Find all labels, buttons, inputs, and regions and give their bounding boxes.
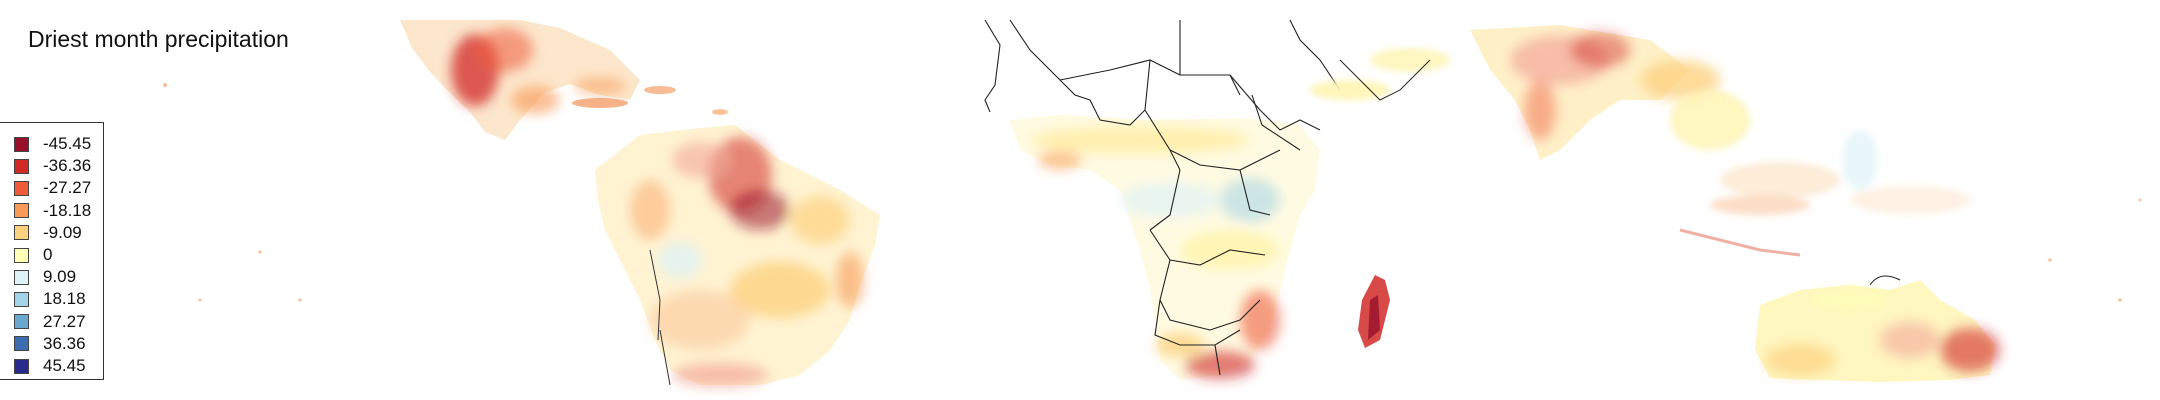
legend-label: 45.45	[43, 356, 86, 375]
legend-label: -18.18	[43, 200, 92, 220]
legend-swatch	[14, 158, 29, 174]
legend-swatch	[14, 180, 29, 196]
legend-swatch	[14, 269, 29, 285]
legend-item: -36.36	[14, 156, 91, 176]
legend-item: -45.45	[14, 134, 91, 154]
legend-swatch	[14, 358, 29, 374]
land-south-asia	[1470, 25, 1720, 160]
islands	[163, 83, 2142, 302]
legend-swatch	[14, 291, 29, 307]
legend-label: 18.18	[43, 289, 86, 309]
legend-label: -45.45	[43, 134, 92, 153]
land-south-america	[595, 125, 880, 387]
land-madagascar	[1358, 275, 1390, 348]
land-australia	[1755, 275, 2000, 382]
legend-label: -27.27	[43, 178, 92, 198]
legend-item: 18.18	[14, 289, 86, 309]
legend-swatch	[14, 336, 29, 352]
legend-item: 0	[14, 245, 52, 265]
legend-swatch	[14, 314, 29, 330]
legend-item: 9.09	[14, 267, 76, 287]
legend-label: 36.36	[43, 333, 86, 353]
legend-item: 45.45	[14, 356, 86, 376]
land-southeast-asia	[1670, 90, 1970, 257]
legend-swatch	[14, 203, 29, 219]
legend-label: 27.27	[43, 311, 86, 331]
legend-item: -9.09	[14, 223, 82, 243]
land-central-america	[400, 20, 728, 140]
legend-swatch	[14, 247, 29, 263]
land-arabia	[1310, 48, 1450, 101]
land-africa	[984, 19, 1341, 380]
legend-swatch	[14, 225, 29, 241]
legend-label: -9.09	[43, 222, 82, 242]
map-title: Driest month precipitation	[28, 26, 289, 52]
legend-label: 0	[43, 245, 53, 264]
legend-label: -36.36	[43, 156, 92, 176]
legend-swatch	[14, 136, 29, 152]
legend: -45.45 -36.36 -27.27 -18.18 -9.09 0 9.09 18.18 2…	[0, 122, 104, 380]
legend-item: 36.36	[14, 334, 86, 354]
legend-label: 9.09	[43, 267, 77, 287]
legend-item: 27.27	[14, 312, 86, 332]
legend-item: -27.27	[14, 178, 91, 198]
legend-item: -18.18	[14, 201, 91, 221]
